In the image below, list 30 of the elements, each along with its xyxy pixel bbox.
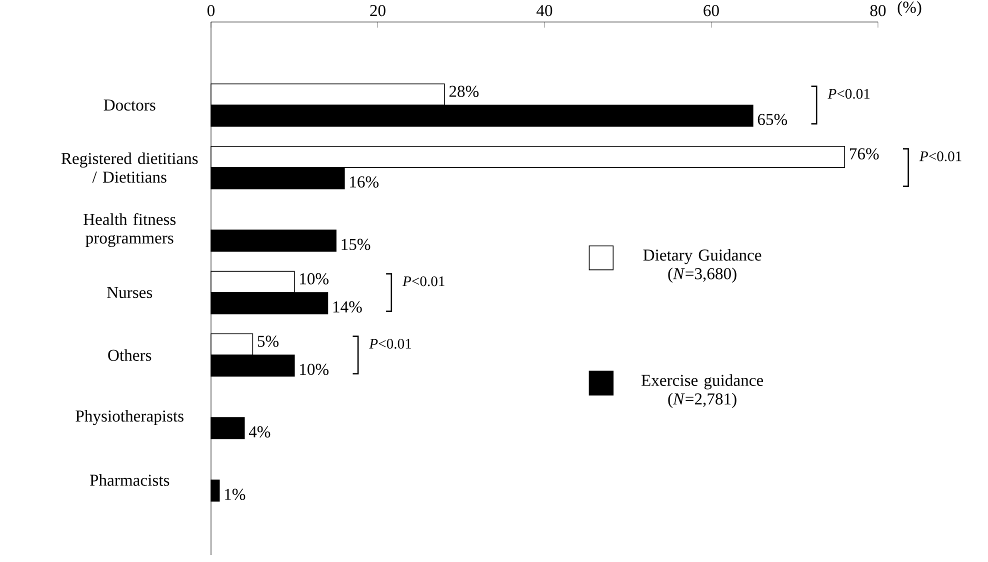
x-tick-label: 40 xyxy=(536,5,552,16)
data-label: 15% xyxy=(342,238,370,250)
legend-label: Dietary Guidance (N=3,680) xyxy=(643,249,762,283)
data-label: 4% xyxy=(248,426,270,438)
x-axis-title: (%) xyxy=(898,1,922,16)
x-tick-label: 80 xyxy=(870,5,886,16)
annotation: P<0.01 xyxy=(402,276,444,286)
y-tick-label: Nurses xyxy=(107,287,152,298)
data-label: 16% xyxy=(350,176,379,188)
y-tick-label: Pharmacists xyxy=(90,474,170,486)
x-tick-label: 20 xyxy=(370,5,386,16)
data-label: 10% xyxy=(300,364,329,376)
y-tick-label: Health fitness programmers xyxy=(84,213,176,248)
data-label: 65% xyxy=(758,114,788,126)
data-label: 76% xyxy=(850,148,879,160)
y-tick-label: Physiotherapists xyxy=(76,410,184,426)
legend-label: Exercise guidance (N=2,781) xyxy=(641,374,764,408)
annotation: P<0.01 xyxy=(369,338,412,349)
data-label: 14% xyxy=(333,301,362,313)
x-tick-label: 60 xyxy=(704,5,719,16)
data-label: 28% xyxy=(449,86,479,98)
data-label: 5% xyxy=(258,336,279,347)
annotation: P<0.01 xyxy=(828,88,870,99)
y-tick-label: Others xyxy=(108,349,152,361)
data-label: 10% xyxy=(300,273,329,284)
y-tick-label: Doctors xyxy=(104,100,156,111)
data-label: 1% xyxy=(225,488,246,500)
y-tick-label: Registered dietitians / Dietitians xyxy=(61,152,198,183)
x-tick-label: 0 xyxy=(207,5,215,16)
text: P<0.01 xyxy=(919,151,962,162)
